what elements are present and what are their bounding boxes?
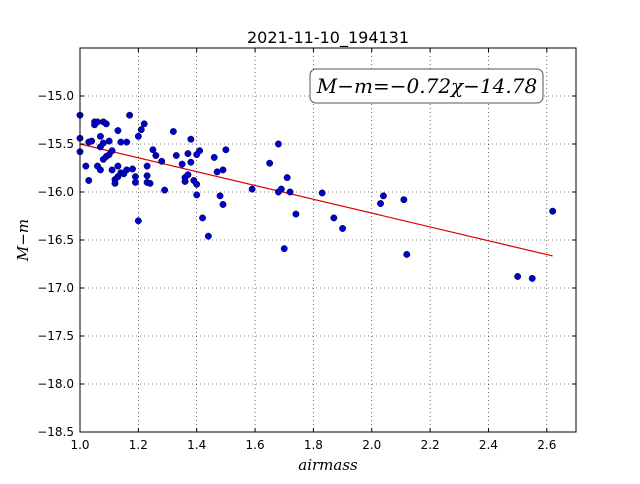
data-point bbox=[149, 146, 157, 154]
x-tick-label: 1.6 bbox=[246, 438, 265, 452]
x-tick-label: 2.2 bbox=[421, 438, 440, 452]
data-point bbox=[178, 160, 186, 168]
data-point bbox=[280, 245, 288, 253]
data-point bbox=[318, 189, 326, 197]
data-point bbox=[184, 171, 192, 179]
data-points-layer bbox=[76, 111, 557, 282]
data-point bbox=[134, 132, 142, 140]
x-tick-label: 2.4 bbox=[479, 438, 498, 452]
data-point bbox=[528, 274, 536, 282]
data-point bbox=[152, 152, 160, 159]
data-point bbox=[514, 273, 522, 280]
y-tick-label: −17.0 bbox=[37, 281, 74, 295]
y-tick-label: −16.0 bbox=[37, 185, 74, 199]
grid-layer bbox=[79, 48, 576, 433]
data-point bbox=[274, 140, 282, 148]
data-point bbox=[219, 166, 227, 174]
data-point bbox=[181, 177, 189, 185]
data-point bbox=[184, 150, 192, 158]
data-point bbox=[82, 162, 90, 170]
data-point bbox=[96, 132, 104, 140]
y-tick-label: −15.0 bbox=[37, 89, 74, 103]
data-point bbox=[146, 179, 154, 187]
data-point bbox=[143, 162, 151, 170]
data-point bbox=[266, 159, 274, 167]
x-tick-label: 1.4 bbox=[187, 438, 206, 452]
x-tick-label: 1.8 bbox=[304, 438, 323, 452]
data-point bbox=[143, 172, 151, 180]
data-point bbox=[131, 173, 139, 181]
x-tick-label: 1.0 bbox=[70, 438, 89, 452]
data-point bbox=[123, 138, 131, 146]
data-point bbox=[94, 118, 101, 126]
data-point bbox=[187, 135, 195, 143]
annotation-text: M−m=−0.72χ−14.78 bbox=[316, 74, 537, 98]
data-point bbox=[377, 200, 384, 207]
annotation-box bbox=[309, 68, 544, 104]
data-point bbox=[248, 185, 256, 193]
data-point bbox=[204, 232, 212, 240]
data-point bbox=[196, 147, 204, 155]
ticks-layer: 1.0 1.2 1.4 1.6 1.8 2.0 2.2 2.4 2.6 −15.0 −15.5 −16… bbox=[37, 48, 576, 452]
data-point bbox=[210, 153, 218, 161]
data-point bbox=[400, 196, 408, 204]
data-point bbox=[108, 147, 116, 155]
data-point bbox=[187, 158, 195, 166]
y-tick-label: −18.5 bbox=[37, 425, 74, 439]
y-tick-label: −16.5 bbox=[37, 233, 74, 247]
data-point bbox=[137, 126, 145, 134]
data-point bbox=[158, 157, 166, 165]
y-tick-label: −15.5 bbox=[37, 137, 74, 151]
data-point bbox=[199, 214, 206, 222]
data-point bbox=[172, 152, 180, 159]
data-point bbox=[88, 137, 96, 145]
data-point bbox=[129, 165, 136, 173]
y-axis-label: M−m bbox=[14, 219, 32, 262]
data-point bbox=[286, 188, 294, 196]
data-point bbox=[85, 177, 93, 184]
data-point bbox=[339, 225, 347, 232]
chart-title: 2021-11-10_194131 bbox=[247, 28, 409, 48]
equation-annotation: M−m=−0.72χ−14.78 bbox=[309, 68, 544, 104]
data-point bbox=[114, 162, 122, 170]
data-point bbox=[99, 139, 107, 147]
y-tick-label: −18.0 bbox=[37, 377, 74, 391]
data-point bbox=[161, 186, 169, 194]
data-point bbox=[330, 214, 338, 222]
data-point bbox=[222, 146, 230, 154]
data-point bbox=[96, 166, 104, 174]
x-tick-label: 2.6 bbox=[537, 438, 556, 452]
data-point bbox=[117, 138, 125, 146]
data-point bbox=[131, 178, 139, 186]
data-point bbox=[126, 111, 134, 119]
x-tick-label: 1.2 bbox=[129, 438, 148, 452]
data-point bbox=[292, 210, 300, 218]
y-tick-label: −17.5 bbox=[37, 329, 74, 343]
data-point bbox=[219, 201, 227, 208]
data-point bbox=[193, 191, 201, 199]
data-point bbox=[111, 179, 119, 187]
data-point bbox=[549, 207, 557, 215]
data-point bbox=[108, 166, 116, 174]
data-point bbox=[379, 192, 387, 200]
data-point bbox=[213, 168, 221, 176]
data-point bbox=[105, 137, 113, 145]
data-point bbox=[140, 120, 148, 128]
data-point bbox=[134, 217, 142, 225]
data-point bbox=[277, 185, 285, 193]
x-tick-label: 2.0 bbox=[362, 438, 381, 452]
data-point bbox=[169, 128, 177, 135]
data-point bbox=[123, 166, 131, 174]
data-point bbox=[114, 127, 122, 135]
data-point bbox=[403, 250, 411, 258]
data-point bbox=[102, 120, 110, 128]
data-point bbox=[216, 192, 224, 200]
data-point bbox=[193, 180, 201, 188]
x-axis-label: airmass bbox=[298, 456, 358, 474]
data-point bbox=[283, 174, 291, 182]
